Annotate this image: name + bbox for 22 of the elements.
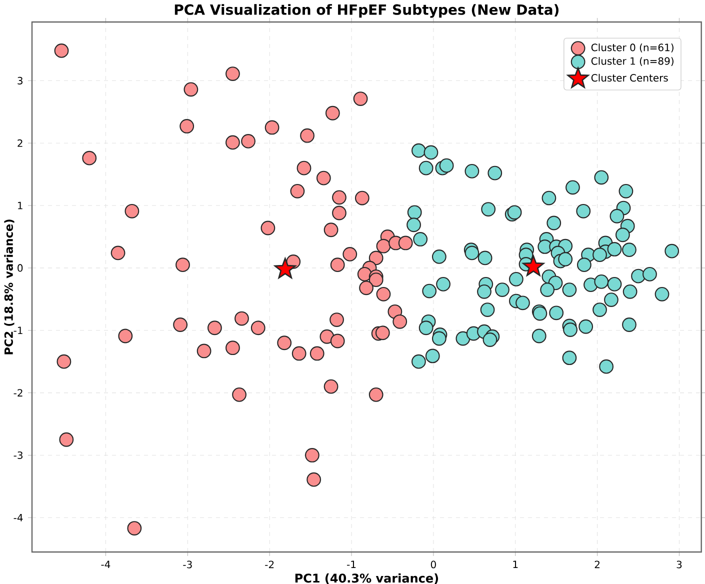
y-tick-label: 1 <box>18 202 22 210</box>
legend-label: Cluster 0 (n=61) <box>591 43 674 52</box>
y-axis-title: PC2 (18.8% variance) <box>4 220 14 354</box>
y-tick-label: -2 <box>14 389 22 397</box>
x-tick-label: 3 <box>676 560 682 568</box>
y-tick-label: 2 <box>18 139 22 147</box>
x-axis-title: PC1 (40.3% variance) <box>295 573 438 584</box>
x-tick-label: -4 <box>101 560 110 568</box>
y-tick-label: -4 <box>14 514 23 522</box>
x-tick-label: -3 <box>183 560 192 568</box>
legend-label: Cluster Centers <box>591 74 668 82</box>
chart-title: PCA Visualization of HFpEF Subtypes (New Data) <box>174 4 559 18</box>
y-tick-label: -3 <box>14 451 22 460</box>
y-tick-label: 0 <box>18 264 23 272</box>
y-tick-label: 3 <box>18 76 22 84</box>
x-tick-label: 2 <box>594 560 600 568</box>
x-tick-label: 0 <box>430 560 436 568</box>
x-tick-label: -2 <box>265 560 274 568</box>
legend-label: Cluster 1 (n=89) <box>591 57 674 66</box>
x-tick-label: -1 <box>347 560 356 568</box>
y-tick-label: -1 <box>14 326 22 334</box>
x-tick-label: 1 <box>513 560 518 568</box>
